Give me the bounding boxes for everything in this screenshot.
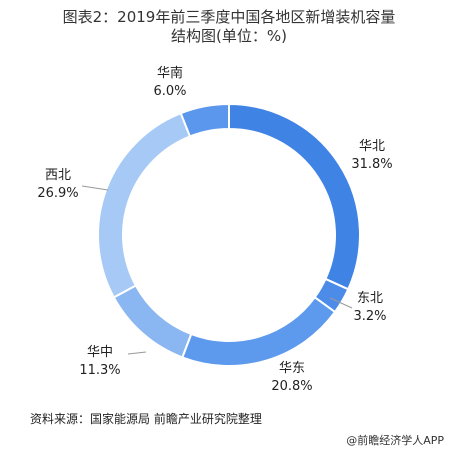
leader-line-1 [329, 297, 353, 309]
donut-slice-2 [181, 295, 337, 367]
slice-value-label: 6.0% [153, 84, 186, 99]
slice-value-label: 11.3% [79, 363, 120, 378]
slice-name-label: 西北 [45, 168, 71, 183]
leader-lines [81, 185, 353, 355]
donut-slice-5 [179, 102, 230, 138]
donut-slice-4 [97, 111, 192, 299]
donut-slices [97, 102, 361, 367]
slice-name-label: 华南 [157, 65, 183, 81]
source-note: 资料来源：国家能源局 前瞻产业研究院整理 [30, 412, 262, 426]
chart-title-line1: 图表2：2019年前三季度中国各地区新增装机容量 [62, 8, 396, 26]
chart-title-line2: 结构图(单位：%) [171, 27, 287, 45]
chart-title: 图表2：2019年前三季度中国各地区新增装机容量 结构图(单位：%) [0, 8, 458, 46]
slice-name-label: 华东 [279, 361, 305, 376]
donut-slice-0 [228, 102, 361, 291]
leader-line-4 [81, 185, 109, 191]
slice-name-label: 华中 [87, 345, 113, 360]
slice-name-label: 东北 [357, 291, 383, 306]
slice-labels: 华北 31.8% 东北 3.2% 华东 20.8% 华中 11.3% 西北 26.9% 华南 6.0% [37, 65, 392, 394]
watermark-text: @前瞻经济学人APP [346, 434, 444, 447]
slice-value-label: 26.9% [37, 186, 78, 201]
slice-name-label: 华北 [359, 139, 385, 154]
slice-value-label: 20.8% [271, 379, 312, 394]
donut-slice-3 [112, 284, 193, 359]
slice-value-label: 31.8% [351, 157, 392, 172]
leader-line-3 [127, 351, 147, 355]
slice-value-label: 3.2% [353, 309, 386, 324]
